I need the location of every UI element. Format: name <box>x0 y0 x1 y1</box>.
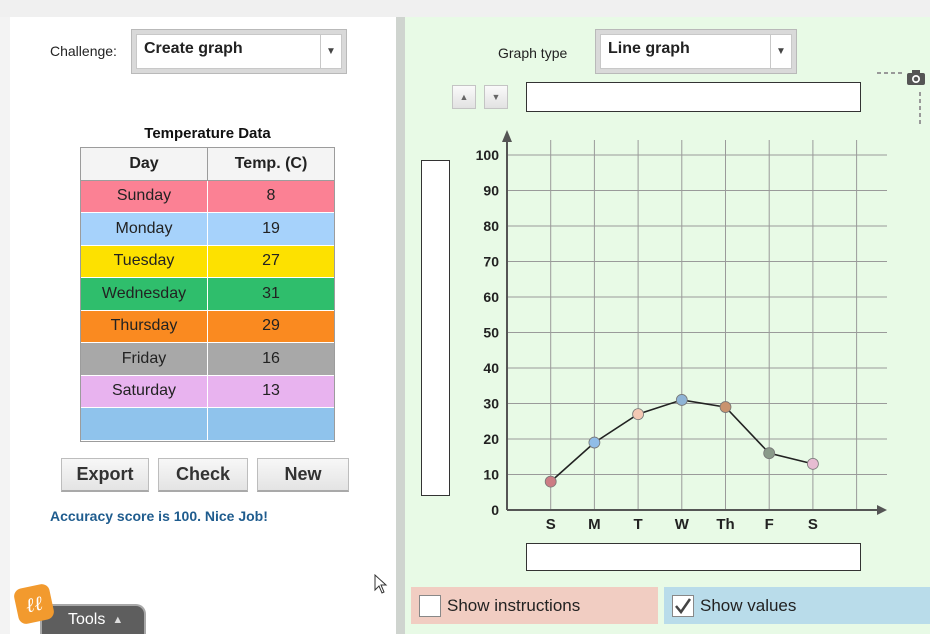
table-row[interactable]: Saturday 13 <box>81 375 334 408</box>
day-cell[interactable]: Tuesday <box>81 245 208 278</box>
temp-cell[interactable]: 13 <box>208 375 334 408</box>
new-button[interactable]: New <box>257 458 349 492</box>
table-row[interactable]: Friday 16 <box>81 343 334 376</box>
data-point <box>807 457 819 470</box>
chevron-down-icon[interactable]: ▼ <box>770 35 791 68</box>
data-point <box>632 408 644 421</box>
x-tick-label: M <box>588 516 601 533</box>
x-tick-label: S <box>808 516 818 533</box>
y-tick-label: 90 <box>483 183 499 199</box>
panel-divider <box>396 17 405 634</box>
snapshot-guide <box>877 72 921 125</box>
temp-cell[interactable]: 31 <box>208 278 334 311</box>
show-values-toggle[interactable]: Show values <box>664 587 930 624</box>
table-header-row: Day Temp. (C) <box>81 148 334 181</box>
table-row[interactable]: Wednesday 31 <box>81 278 334 311</box>
show-values-label: Show values <box>700 595 797 615</box>
day-cell[interactable]: Saturday <box>81 375 208 408</box>
x-axis-arrow-icon <box>877 505 887 515</box>
y-tick-label: 100 <box>476 147 500 163</box>
temp-cell[interactable]: 27 <box>208 245 334 278</box>
challenge-value: Create graph <box>144 40 243 57</box>
graph-panel <box>405 17 930 634</box>
data-point <box>675 394 688 406</box>
day-cell[interactable]: Wednesday <box>81 278 208 311</box>
table-row[interactable]: Thursday 29 <box>81 310 334 343</box>
show-instructions-toggle[interactable]: Show instructions <box>411 587 658 624</box>
graph-title-input[interactable] <box>526 82 861 112</box>
temp-cell[interactable] <box>208 408 334 441</box>
table-row[interactable] <box>81 408 334 441</box>
data-point <box>763 447 776 460</box>
chevron-up-icon: ▲ <box>112 614 124 626</box>
graph-type-dropdown[interactable]: Line graph ▼ <box>595 29 797 74</box>
temperature-table: Day Temp. (C) Sunday 8 Monday 19 Tuesday 27 We… <box>80 147 335 442</box>
y-tick-label: 40 <box>483 360 499 376</box>
table-row[interactable]: Sunday 8 <box>81 180 334 213</box>
y-tick-label: 30 <box>483 396 499 412</box>
table-row[interactable]: Monday 19 <box>81 213 334 246</box>
x-axis-label-input[interactable] <box>526 543 861 571</box>
export-button[interactable]: Export <box>61 458 149 492</box>
data-point <box>544 475 557 488</box>
arrow-up-icon: ▲ <box>459 92 469 102</box>
day-cell[interactable] <box>81 408 208 441</box>
y-tick-label: 60 <box>483 289 499 305</box>
table-title: Temperature Data <box>144 125 271 142</box>
table-row[interactable]: Tuesday 27 <box>81 245 334 278</box>
scale-down-button[interactable]: ▼ <box>484 85 508 109</box>
show-values-checkbox[interactable] <box>672 594 694 617</box>
y-tick-label: 80 <box>483 218 499 234</box>
y-tick-label: 50 <box>483 325 499 341</box>
x-tick-label: Th <box>716 516 734 533</box>
column-header-temp: Temp. (C) <box>208 148 334 181</box>
scale-up-button[interactable]: ▲ <box>452 85 476 109</box>
x-tick-label: W <box>675 516 690 533</box>
show-instructions-label: Show instructions <box>447 595 581 615</box>
day-cell[interactable]: Thursday <box>81 310 208 343</box>
graph-type-label: Graph type <box>498 45 568 61</box>
y-axis-label-input[interactable] <box>421 160 450 496</box>
data-point <box>588 436 601 449</box>
day-cell[interactable]: Monday <box>81 213 208 246</box>
data-point <box>719 401 732 413</box>
column-header-day: Day <box>81 148 208 181</box>
day-cell[interactable]: Sunday <box>81 180 208 213</box>
arrow-down-icon: ▼ <box>491 92 501 102</box>
camera-icon[interactable] <box>905 68 927 86</box>
temp-cell[interactable]: 8 <box>208 180 334 213</box>
check-button[interactable]: Check <box>158 458 248 492</box>
top-strip <box>0 0 930 17</box>
y-tick-label: 0 <box>491 502 499 518</box>
temp-cell[interactable]: 16 <box>208 343 334 376</box>
temp-cell[interactable]: 19 <box>208 213 334 246</box>
x-tick-label: T <box>634 516 643 533</box>
show-instructions-checkbox[interactable] <box>419 594 441 617</box>
x-tick-label: F <box>765 516 774 533</box>
graph-type-value: Line graph <box>608 40 690 57</box>
checkmark-icon <box>675 597 692 614</box>
y-tick-label: 10 <box>483 467 499 483</box>
chevron-down-icon[interactable]: ▼ <box>320 35 341 68</box>
y-tick-label: 20 <box>483 431 499 447</box>
challenge-label: Challenge: <box>50 43 117 59</box>
temp-cell[interactable]: 29 <box>208 310 334 343</box>
challenge-dropdown[interactable]: Create graph ▼ <box>131 29 347 74</box>
day-cell[interactable]: Friday <box>81 343 208 376</box>
y-tick-label: 70 <box>483 254 499 270</box>
y-axis-arrow-icon <box>502 130 512 142</box>
tools-label: Tools <box>68 611 106 628</box>
accuracy-score-message: Accuracy score is 100. Nice Job! <box>50 508 268 524</box>
x-tick-label: S <box>546 516 556 533</box>
mouse-cursor-icon <box>374 574 388 594</box>
